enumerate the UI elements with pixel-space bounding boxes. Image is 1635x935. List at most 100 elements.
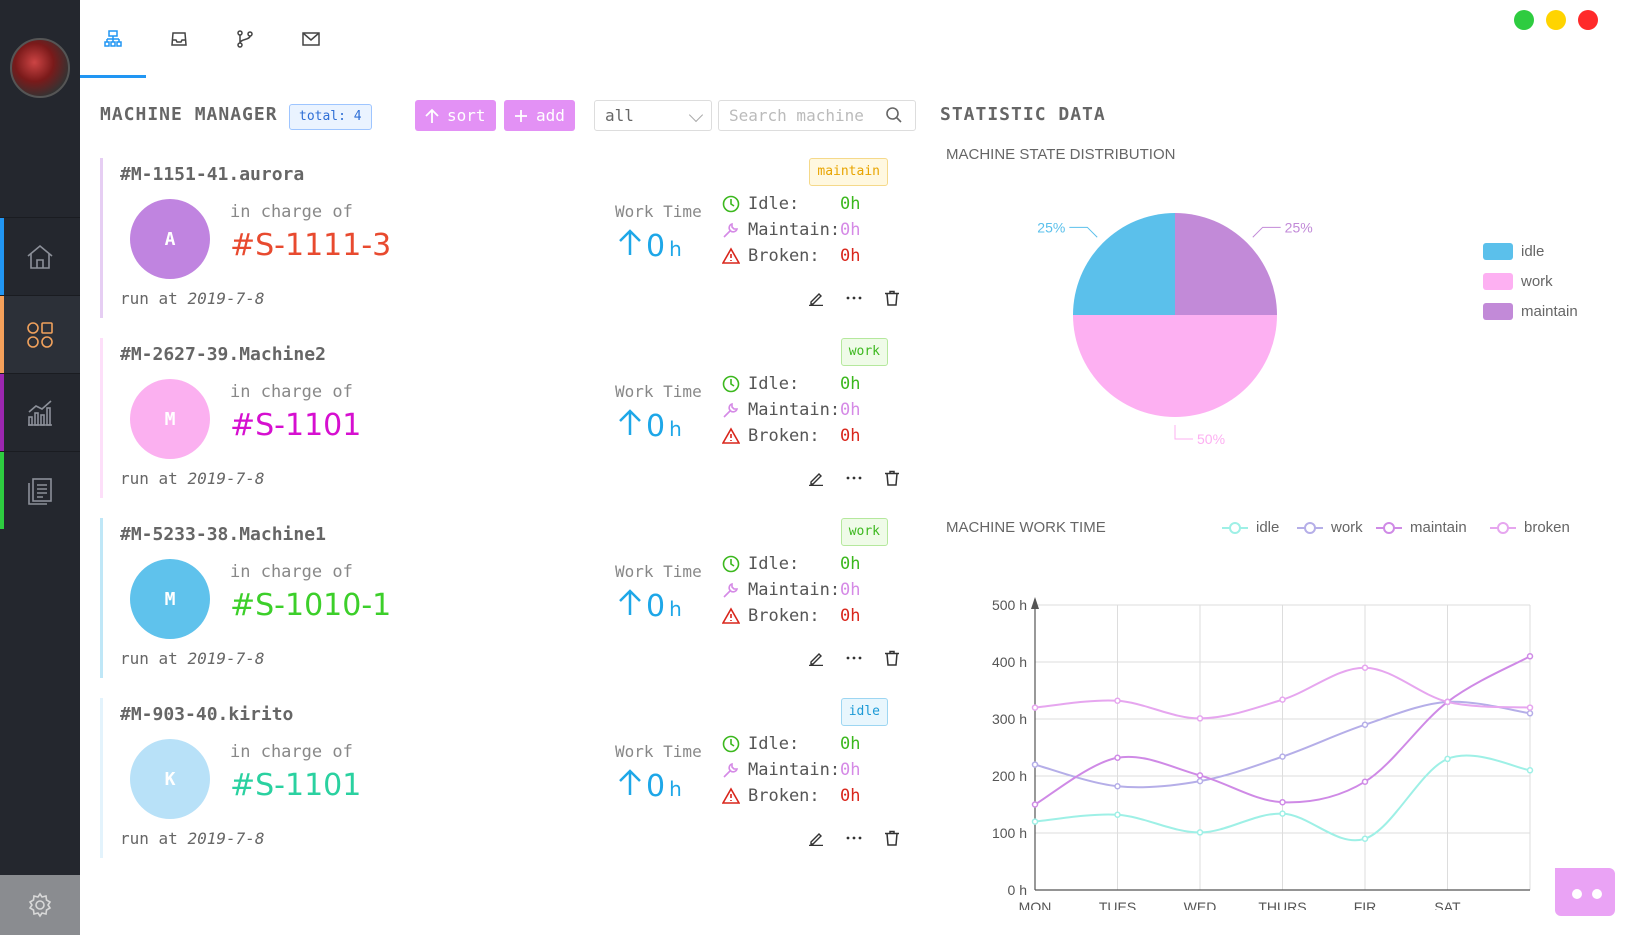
data-point-work[interactable] [1031, 761, 1039, 768]
edit-icon [809, 473, 823, 486]
data-point-broken[interactable] [1361, 664, 1369, 671]
line-legend-maintain[interactable]: maintain [1376, 519, 1467, 536]
broken-row: Broken: 0h [722, 426, 860, 446]
charge-label: in charge of [230, 562, 353, 582]
data-point-maintain[interactable] [1031, 801, 1039, 808]
x-tick-label: SAT [1434, 899, 1461, 910]
window-minimize-button[interactable] [1546, 10, 1566, 30]
delete-button[interactable] [884, 830, 900, 846]
tab-mail[interactable] [278, 30, 344, 78]
window-close-button[interactable] [1578, 10, 1598, 30]
data-point-broken[interactable] [1196, 715, 1204, 722]
data-point-idle[interactable] [1196, 829, 1204, 836]
window-maximize-button[interactable] [1514, 10, 1534, 30]
data-point-broken[interactable] [1031, 704, 1039, 711]
idle-row: Idle: 0h [722, 554, 860, 574]
sidebar-item-machines[interactable] [0, 295, 80, 373]
run-at: run at 2019-7-8 [120, 469, 265, 488]
pie-slice-work[interactable] [1073, 315, 1277, 417]
card-actions [808, 290, 900, 306]
add-button[interactable]: add [504, 100, 575, 131]
data-point-work[interactable] [1279, 753, 1286, 760]
data-point-broken[interactable] [1526, 704, 1534, 711]
machine-name: #M-2627-39.Machine2 [120, 344, 326, 365]
tab-branch[interactable] [212, 30, 278, 78]
data-point-work[interactable] [1361, 721, 1369, 728]
data-point-maintain[interactable] [1279, 798, 1286, 806]
pie-legend-maintain[interactable]: maintain [1483, 303, 1578, 320]
avatar[interactable] [10, 38, 70, 98]
x-tick-label: MON [1019, 899, 1052, 910]
data-point-idle[interactable] [1526, 767, 1534, 774]
network-icon [104, 30, 122, 47]
status-badge: idle [840, 698, 888, 726]
data-point-maintain[interactable] [1114, 754, 1121, 762]
sidebar-item-home[interactable] [0, 217, 80, 295]
search-icon[interactable] [885, 106, 903, 124]
legend-label: work [1331, 519, 1363, 536]
pie-legend-idle[interactable]: idle [1483, 243, 1544, 260]
delete-button[interactable] [884, 650, 900, 666]
pie-legend-work[interactable]: work [1483, 273, 1553, 290]
edit-button[interactable] [808, 290, 824, 306]
data-point-idle[interactable] [1279, 810, 1286, 817]
legend-label: broken [1524, 519, 1570, 536]
more-button[interactable] [846, 830, 862, 846]
line-legend-idle[interactable]: idle [1222, 519, 1279, 536]
edit-button[interactable] [808, 470, 824, 486]
card-accent [100, 158, 103, 318]
edit-button[interactable] [808, 650, 824, 666]
line-legend-work[interactable]: work [1297, 519, 1363, 536]
search-input[interactable] [718, 100, 916, 131]
statistic-title: STATISTIC DATA [940, 104, 1106, 125]
data-point-idle[interactable] [1444, 755, 1451, 763]
pie-slice-maintain[interactable] [1175, 213, 1277, 315]
data-point-broken[interactable] [1279, 696, 1286, 703]
sidebar-item-statistics[interactable] [0, 373, 80, 451]
more-icon [846, 656, 862, 660]
machine-name: #M-903-40.kirito [120, 704, 294, 725]
data-point-idle[interactable] [1114, 811, 1121, 819]
wrench-icon [723, 582, 739, 598]
status-badge: work [840, 518, 888, 546]
card-accent [100, 338, 103, 498]
card-accent [100, 518, 103, 678]
settings-button[interactable] [0, 875, 80, 935]
data-point-work[interactable] [1114, 783, 1121, 790]
delete-button[interactable] [884, 290, 900, 306]
legend-label: idle [1256, 519, 1280, 536]
sort-button[interactable]: sort [415, 100, 496, 131]
broken-row: Broken: 0h [722, 606, 860, 626]
machine-name: #M-1151-41.aurora [120, 164, 305, 185]
idle-row: Idle: 0h [722, 734, 860, 754]
tab-inbox[interactable] [146, 30, 212, 78]
data-point-idle[interactable] [1031, 818, 1039, 825]
filter-select[interactable]: all [594, 100, 712, 131]
data-point-maintain[interactable] [1196, 772, 1204, 779]
more-button[interactable] [846, 290, 862, 306]
sidebar-item-documents[interactable] [0, 451, 80, 529]
more-button[interactable] [846, 470, 862, 486]
data-point-broken[interactable] [1114, 697, 1121, 705]
more-button[interactable] [846, 650, 862, 666]
data-point-maintain[interactable] [1361, 778, 1369, 785]
machine-list: #M-1151-41.aurora maintain A in charge o… [100, 158, 900, 878]
data-point-work[interactable] [1196, 777, 1204, 785]
pie-label-work: 50% [1197, 431, 1225, 447]
data-point-maintain[interactable] [1526, 653, 1534, 660]
trash-icon [885, 470, 899, 486]
maintain-value: 0h [840, 760, 861, 780]
data-point-idle[interactable] [1361, 835, 1369, 842]
edit-icon [809, 653, 823, 666]
work-time-number: 0 [646, 769, 666, 804]
data-point-broken[interactable] [1444, 698, 1451, 706]
maintain-value: 0h [840, 400, 861, 420]
data-point-work[interactable] [1526, 710, 1534, 717]
assistant-bot-button[interactable] [1555, 868, 1615, 916]
edit-button[interactable] [808, 830, 824, 846]
tab-network[interactable] [80, 30, 146, 78]
delete-button[interactable] [884, 470, 900, 486]
pie-slice-idle[interactable] [1073, 213, 1175, 315]
broken-row: Broken: 0h [722, 786, 860, 806]
line-legend-broken[interactable]: broken [1490, 519, 1570, 536]
